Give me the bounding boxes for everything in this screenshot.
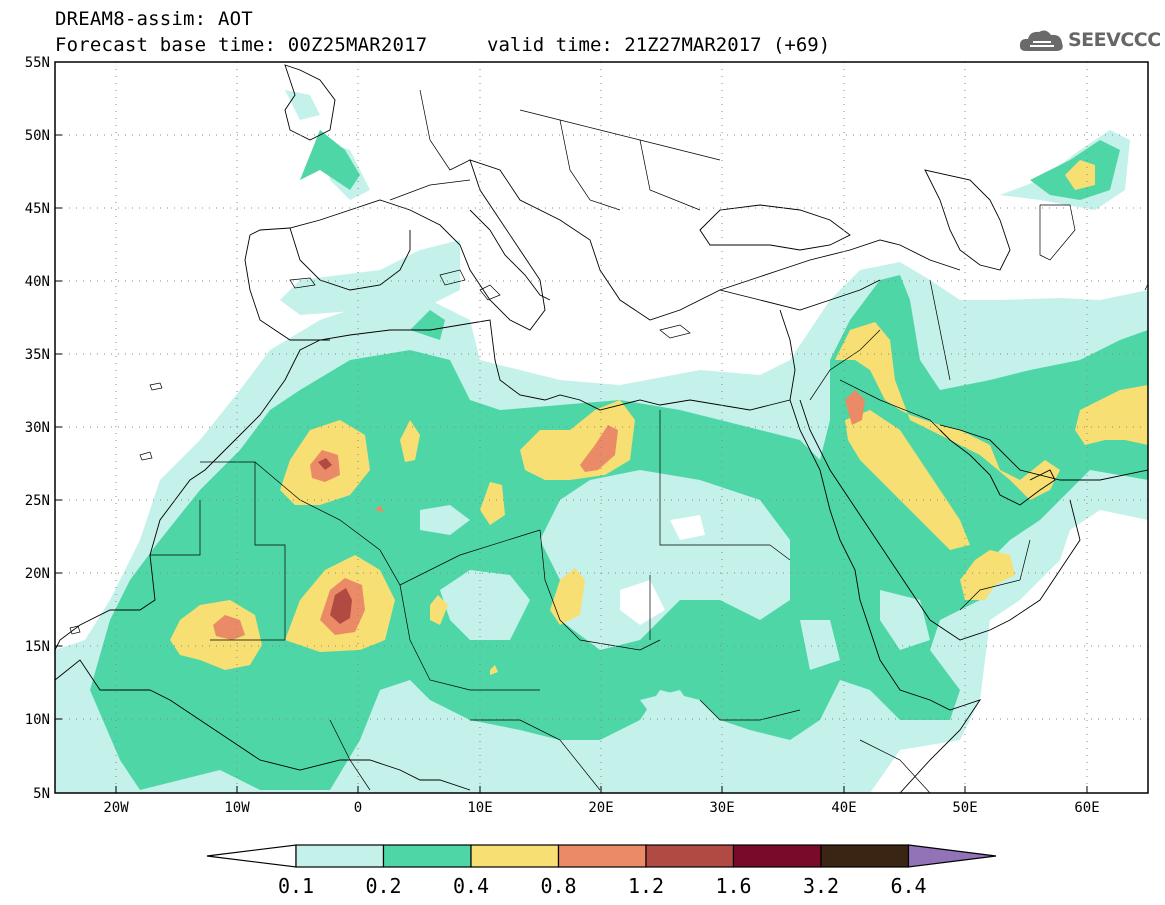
colorbar-low-arrow (206, 844, 297, 868)
aot-clear-spots (620, 515, 705, 625)
colorbar-label: 1.2 (628, 874, 664, 898)
lon-label: 60E (1074, 800, 1099, 816)
colorbar: 0.1 0.2 0.4 0.8 1.2 1.6 3.2 6.4 (206, 844, 997, 898)
colorbar-label: 1.6 (715, 874, 751, 898)
colorbar-swatch (557, 844, 647, 868)
colorbar-swatch (295, 844, 385, 868)
colorbar-high-arrow (907, 844, 997, 868)
lon-label: 40E (831, 800, 856, 816)
colorbar-label: 0.1 (278, 874, 314, 898)
chart-title: DREAM8-assim: AOT (55, 8, 253, 30)
aot-contours (55, 62, 1148, 793)
colorbar-label: 0.4 (453, 874, 489, 898)
aot-level-0-1-holes (420, 470, 930, 740)
lon-label: 20E (588, 800, 613, 816)
longitude-labels: 20W 10W 0 10E 20E 30E 40E 50E 60E (103, 800, 1099, 816)
lat-label: 25N (25, 493, 50, 509)
valid-time: valid time: 21Z27MAR2017 (+69) (487, 34, 831, 56)
aot-level-1-2 (318, 458, 352, 624)
cloud-icon (1019, 30, 1063, 51)
seevccc-logo: SEEVCCC (1018, 26, 1161, 56)
colorbar-swatch (732, 844, 822, 868)
axis-ticks (55, 61, 1088, 793)
lon-label: 10E (467, 800, 492, 816)
colorbar-swatch (470, 844, 560, 868)
colorbar-label: 0.8 (540, 874, 576, 898)
lat-label: 30N (25, 420, 50, 436)
colorbar-label: 0.2 (365, 874, 401, 898)
lat-label: 35N (25, 347, 50, 363)
forecast-base-time: Forecast base time: 00Z25MAR2017 (55, 34, 428, 56)
lat-label: 50N (25, 128, 50, 144)
lon-label: 50E (952, 800, 977, 816)
colorbar-swatch (820, 844, 910, 868)
latitude-labels: 55N 50N 45N 40N 35N 30N 25N 20N 15N 10N … (25, 55, 50, 802)
lat-label: 10N (25, 712, 50, 728)
colorbar-label: 3.2 (803, 874, 839, 898)
logo-text: SEEVCCC (1068, 29, 1161, 51)
lat-label: 55N (25, 55, 50, 71)
colorbar-swatch (382, 844, 472, 868)
lat-label: 45N (25, 201, 50, 217)
lat-label: 5N (33, 786, 50, 802)
colorbar-swatch (645, 844, 735, 868)
colorbar-label: 6.4 (890, 874, 926, 898)
islands (69, 269, 1148, 635)
lon-label: 10W (224, 800, 250, 816)
lat-label: 40N (25, 274, 50, 290)
lon-label: 30E (709, 800, 734, 816)
lon-label: 20W (103, 800, 129, 816)
lon-label: 0 (354, 800, 362, 816)
lat-label: 15N (25, 639, 50, 655)
lat-label: 20N (25, 566, 50, 582)
gridlines (55, 62, 1148, 793)
